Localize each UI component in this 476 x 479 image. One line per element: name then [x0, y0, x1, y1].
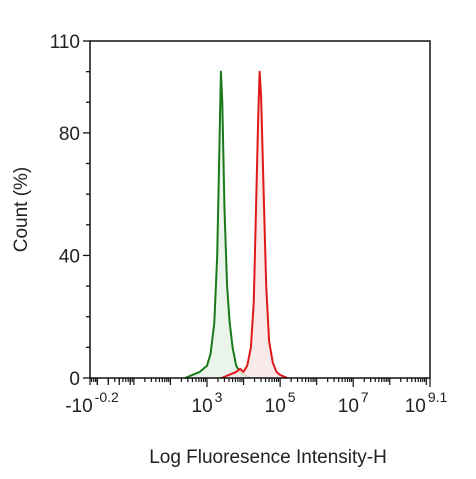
- y-tick-label: 0: [69, 369, 80, 390]
- series-2-fill: [221, 71, 288, 378]
- y-axis-title: Count (%): [11, 167, 32, 253]
- plot-frame: [89, 40, 431, 379]
- x-tick-label: 10 3: [192, 389, 223, 417]
- x-axis-title: Log Fluoresence Intensity-H: [149, 447, 387, 468]
- series-1-line: [184, 70, 252, 379]
- x-tick-label: 10 9.1: [405, 389, 448, 417]
- x-tick-label: -10 -0.2: [65, 389, 119, 417]
- y-tick-label: 110: [50, 32, 80, 53]
- x-tick-label: 10 7: [338, 389, 369, 417]
- x-tick-label: 10 5: [265, 389, 296, 417]
- y-tick-label: 80: [59, 124, 80, 145]
- series-layer: [184, 70, 288, 379]
- labels-layer: 0 40 80 110 -10 -0.2 10 3 10 5 10 7 10 9.1: [50, 32, 448, 417]
- y-tick-label: 40: [59, 246, 80, 267]
- series-2-line: [221, 70, 288, 379]
